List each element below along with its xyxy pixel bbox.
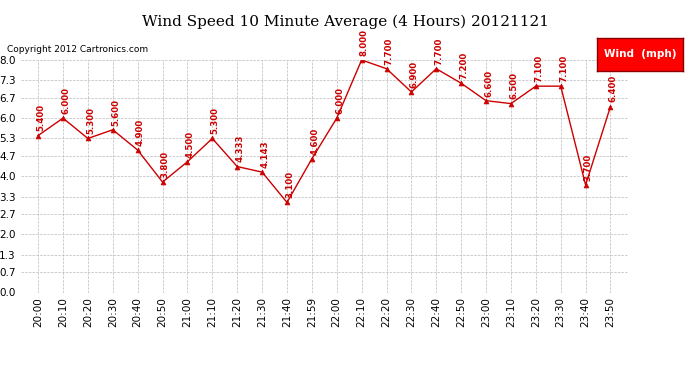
Text: 5.400: 5.400 xyxy=(37,104,46,131)
Text: 4.333: 4.333 xyxy=(235,135,244,162)
Text: 6.000: 6.000 xyxy=(61,87,70,114)
Text: 7.700: 7.700 xyxy=(385,37,394,64)
Text: 4.600: 4.600 xyxy=(310,128,319,154)
Text: 6.000: 6.000 xyxy=(335,87,344,114)
Text: 3.700: 3.700 xyxy=(584,153,593,181)
Text: 7.100: 7.100 xyxy=(534,55,543,82)
Text: 6.900: 6.900 xyxy=(410,61,419,88)
Text: 5.300: 5.300 xyxy=(86,107,95,134)
Text: 5.300: 5.300 xyxy=(210,107,219,134)
Text: 4.500: 4.500 xyxy=(186,130,195,158)
Text: 4.900: 4.900 xyxy=(136,118,145,146)
Text: 5.600: 5.600 xyxy=(111,99,120,126)
Text: 7.100: 7.100 xyxy=(559,55,568,82)
Text: 6.500: 6.500 xyxy=(509,72,518,99)
Text: 7.700: 7.700 xyxy=(435,37,444,64)
Text: Wind Speed 10 Minute Average (4 Hours) 20121121: Wind Speed 10 Minute Average (4 Hours) 2… xyxy=(141,15,549,29)
Text: 3.100: 3.100 xyxy=(285,171,294,198)
Text: 4.143: 4.143 xyxy=(260,140,269,168)
Text: 6.600: 6.600 xyxy=(484,69,493,96)
Text: 3.800: 3.800 xyxy=(161,151,170,178)
Text: Wind  (mph): Wind (mph) xyxy=(604,50,676,59)
Text: 7.200: 7.200 xyxy=(460,52,469,79)
Text: Copyright 2012 Cartronics.com: Copyright 2012 Cartronics.com xyxy=(7,45,148,54)
Text: 6.400: 6.400 xyxy=(609,75,618,102)
Text: 8.000: 8.000 xyxy=(360,29,369,56)
